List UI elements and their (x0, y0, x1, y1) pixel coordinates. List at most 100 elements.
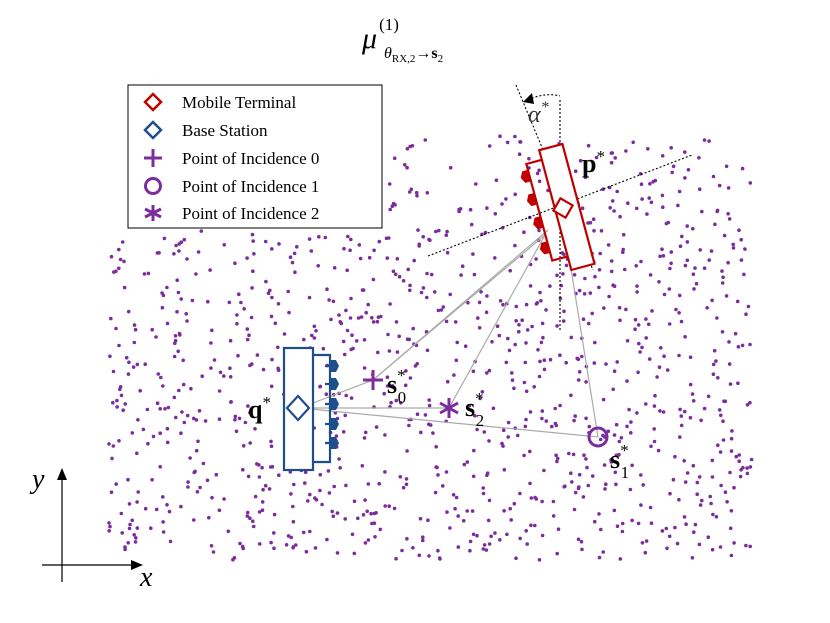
particle (463, 344, 468, 349)
particle (456, 545, 461, 549)
particle (555, 456, 560, 461)
particle (726, 260, 730, 265)
particle (726, 186, 731, 190)
particle (550, 424, 554, 429)
particle (228, 375, 233, 379)
particle (726, 212, 730, 216)
particle (257, 475, 262, 479)
particle (730, 429, 734, 433)
particle (342, 352, 347, 357)
x-axis-label: x (139, 562, 153, 593)
particle (718, 545, 723, 549)
particle (542, 468, 546, 473)
particle (321, 346, 326, 351)
particle (729, 553, 734, 558)
particle (412, 258, 417, 263)
particle (217, 508, 222, 513)
particle (625, 339, 630, 343)
particle (586, 221, 590, 225)
particle (569, 471, 573, 476)
particle (658, 409, 662, 413)
particle (198, 485, 202, 490)
particle (350, 333, 354, 338)
particle (399, 401, 403, 405)
particle (182, 237, 187, 242)
particle (370, 316, 374, 320)
particle (329, 317, 333, 322)
particle (617, 452, 621, 457)
particle (486, 518, 491, 523)
particle (109, 254, 114, 259)
particle (578, 158, 583, 163)
particle (456, 514, 461, 518)
particle (195, 490, 200, 494)
particle (579, 539, 584, 544)
particle (465, 460, 470, 464)
particle (744, 543, 748, 548)
particle (576, 378, 581, 382)
particle (175, 278, 179, 283)
particle (644, 317, 648, 321)
title-sub-theta: θ (384, 45, 392, 62)
particle (580, 354, 584, 359)
particle (483, 230, 488, 235)
particle (338, 466, 343, 470)
particle (179, 240, 184, 244)
particle (408, 283, 412, 288)
particle (182, 420, 187, 425)
particle (482, 543, 487, 547)
particle (222, 497, 226, 501)
particle (636, 521, 641, 526)
particle (441, 305, 446, 309)
particle (142, 272, 147, 276)
particle (432, 290, 437, 294)
particle (317, 235, 321, 239)
particle (666, 220, 671, 225)
particle (597, 555, 602, 560)
particle (662, 354, 666, 359)
particle (711, 362, 716, 367)
particle (537, 179, 542, 184)
particle (191, 416, 196, 421)
particle (445, 510, 449, 514)
particle (478, 396, 482, 401)
particle (736, 381, 740, 386)
particle (421, 235, 426, 239)
particle (709, 249, 714, 253)
particle (363, 498, 367, 502)
particle (729, 509, 734, 513)
particle (387, 349, 392, 353)
particle (126, 372, 131, 376)
particle (403, 163, 407, 167)
particle (587, 424, 592, 429)
particle (313, 546, 318, 550)
particle (652, 439, 657, 444)
particle (602, 463, 607, 467)
particle (670, 170, 674, 175)
particle (674, 307, 678, 312)
legend-label: Base Station (182, 121, 268, 140)
particle (669, 250, 674, 254)
particle (710, 475, 715, 479)
particle (448, 526, 452, 530)
particle (393, 272, 398, 277)
particle (683, 480, 688, 484)
particle (695, 492, 699, 497)
particle (386, 332, 390, 337)
particle (505, 140, 510, 145)
label-alpha-base: α (528, 102, 541, 128)
label-p-sup: * (596, 147, 605, 166)
particle (621, 232, 626, 237)
particle (580, 547, 584, 552)
particle (394, 320, 399, 324)
particle (686, 168, 691, 172)
particle (665, 546, 669, 551)
particle (163, 407, 167, 411)
particle (184, 312, 188, 316)
particle (371, 277, 376, 282)
particle (237, 416, 242, 421)
particle (194, 448, 199, 453)
particle (659, 346, 663, 350)
particle (660, 529, 665, 533)
